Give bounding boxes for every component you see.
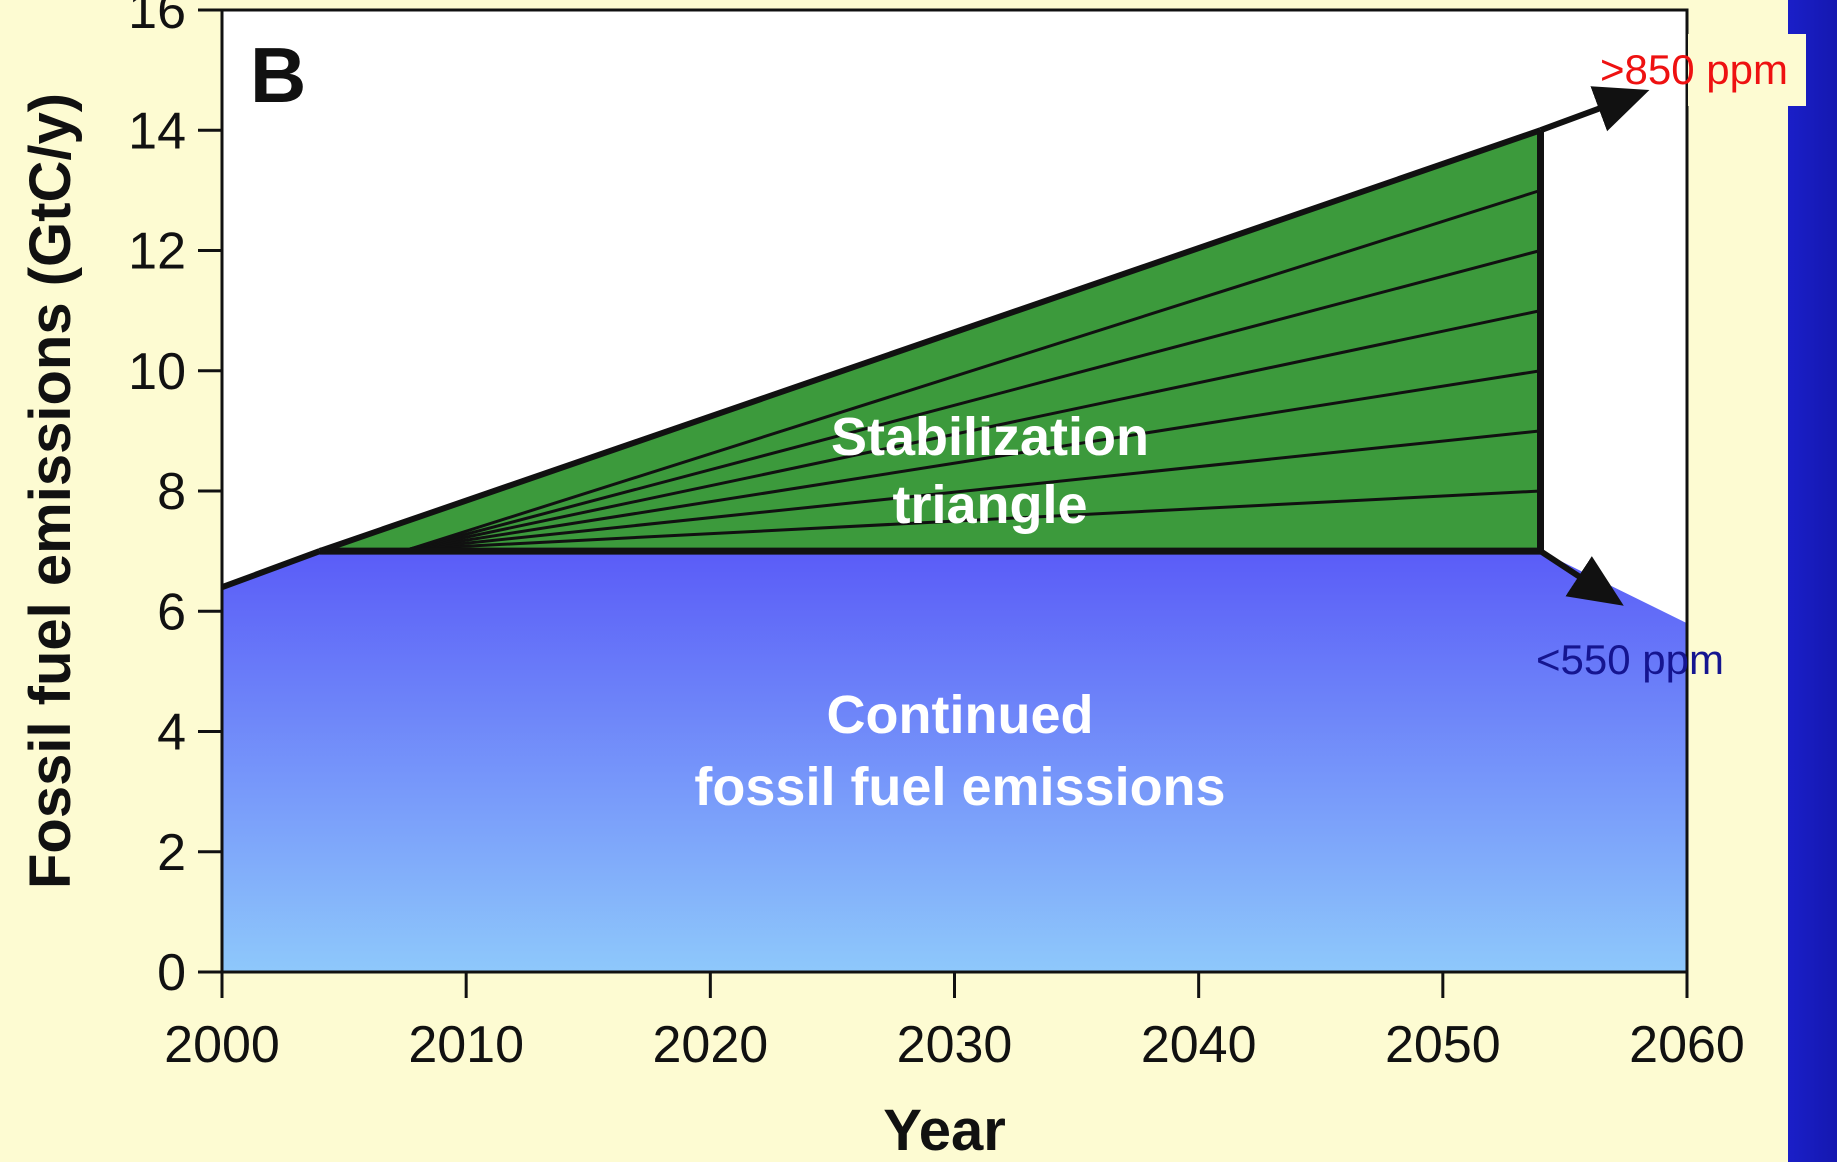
stabilization-triangle-label: Stabilization xyxy=(831,407,1149,467)
wedge-line xyxy=(409,489,1541,551)
y-tick-label: 2 xyxy=(157,824,186,882)
slide-edge-decoration xyxy=(1788,0,1837,1162)
y-tick-label: 10 xyxy=(128,343,186,401)
x-tick-label: 2060 xyxy=(1629,1016,1745,1074)
wedge-line xyxy=(409,429,1541,551)
y-tick-label: 4 xyxy=(157,704,186,762)
y-tick-label: 8 xyxy=(157,463,186,521)
y-tick-label: 0 xyxy=(157,944,186,1002)
continued-emissions-label: fossil fuel emissions xyxy=(694,757,1225,817)
emissions-start-line xyxy=(220,548,321,591)
wedge-line xyxy=(409,249,1541,551)
y-tick-label: 6 xyxy=(157,583,186,641)
wedge-line xyxy=(409,188,1541,551)
x-tick-label: 2000 xyxy=(164,1016,280,1074)
y-tick-label: 14 xyxy=(128,102,186,160)
wedge-line xyxy=(409,369,1541,551)
continued-emissions-area xyxy=(222,551,1687,972)
continued-emissions-label: Continued xyxy=(827,685,1094,745)
y-tick-label: 12 xyxy=(128,223,186,281)
panel-label: B xyxy=(250,31,306,119)
x-tick-label: 2040 xyxy=(1141,1016,1257,1074)
stabilization-triangle-label: triangle xyxy=(892,475,1087,535)
x-tick-label: 2030 xyxy=(897,1016,1013,1074)
annotation-low-ppm: <550 ppm xyxy=(1536,636,1724,683)
business-as-usual-line xyxy=(318,127,1542,554)
annotation-high-ppm: >850 ppm xyxy=(1600,46,1788,93)
annotation-backing xyxy=(1688,34,1806,106)
low-path-arrow xyxy=(1538,548,1624,606)
high-path-arrow xyxy=(1539,86,1650,134)
x-axis-title: Year xyxy=(883,1098,1006,1162)
y-axis-title: Fossil fuel emissions (GtC/y) xyxy=(18,93,83,889)
y-tick-label: 16 xyxy=(128,0,186,40)
wedge-line xyxy=(409,309,1541,551)
x-tick-label: 2010 xyxy=(408,1016,524,1074)
x-tick-label: 2020 xyxy=(652,1016,768,1074)
x-tick-label: 2050 xyxy=(1385,1016,1501,1074)
